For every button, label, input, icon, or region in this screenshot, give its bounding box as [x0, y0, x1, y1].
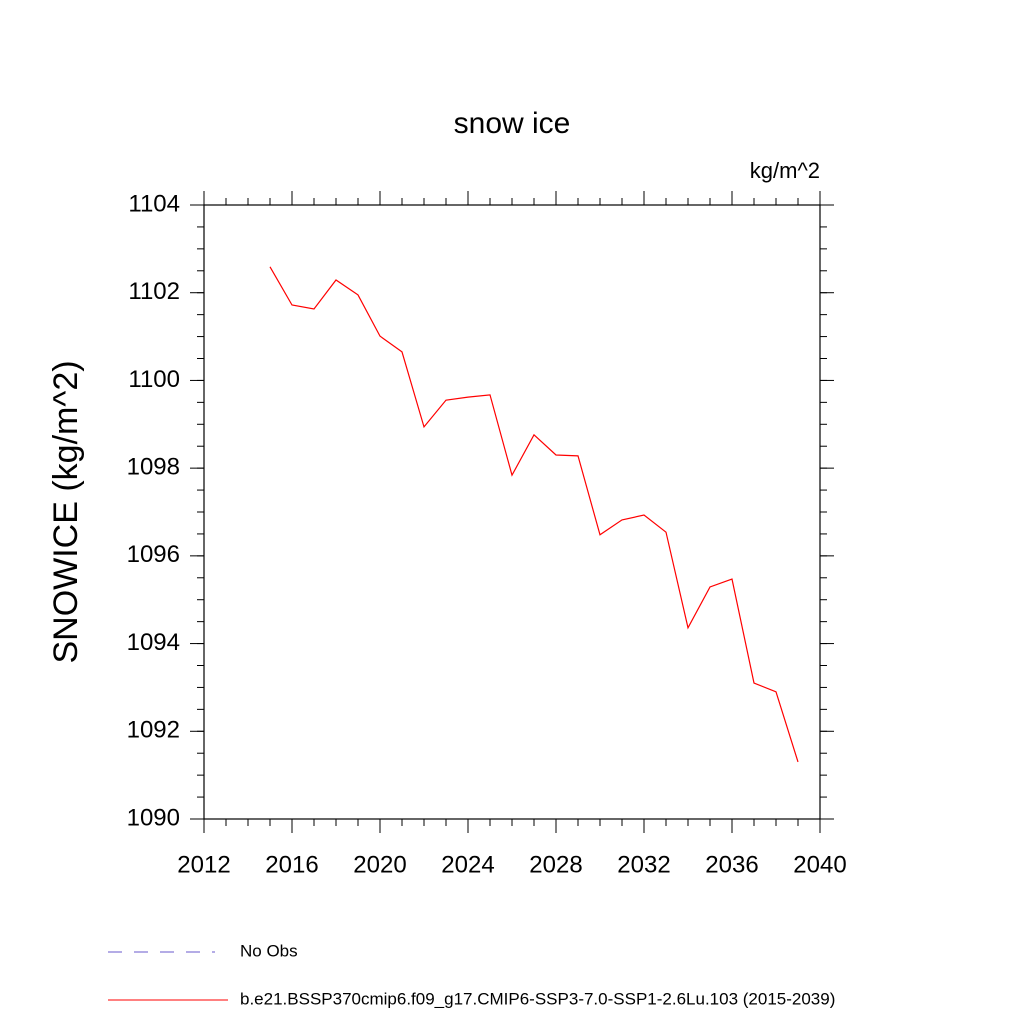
legend-label: No Obs [240, 941, 298, 960]
y-tick-label: 1092 [127, 717, 180, 744]
x-tick-label: 2032 [617, 851, 670, 878]
x-tick-label: 2020 [353, 851, 406, 878]
y-tick-label: 1100 [128, 366, 180, 393]
y-tick-label: 1104 [128, 190, 180, 217]
x-tick-label: 2036 [705, 851, 758, 878]
chart-title: snow ice [454, 107, 571, 140]
x-tick-label: 2024 [441, 851, 494, 878]
legend-label: b.e21.BSSP370cmip6.f09_g17.CMIP6-SSP3-7.… [240, 989, 835, 1008]
units-label: kg/m^2 [750, 158, 820, 183]
x-tick-label: 2028 [529, 851, 582, 878]
x-tick-label: 2012 [177, 851, 230, 878]
y-tick-label: 1098 [127, 453, 180, 480]
y-tick-label: 1094 [127, 629, 180, 656]
y-tick-label: 1096 [127, 541, 180, 568]
data-line [269, 266, 799, 763]
y-axis-label: SNOWICE (kg/m^2) [47, 360, 85, 663]
y-tick-label: 1090 [127, 804, 180, 831]
x-tick-label: 2040 [793, 851, 846, 878]
x-tick-label: 2016 [265, 851, 318, 878]
y-tick-label: 1102 [128, 278, 180, 305]
